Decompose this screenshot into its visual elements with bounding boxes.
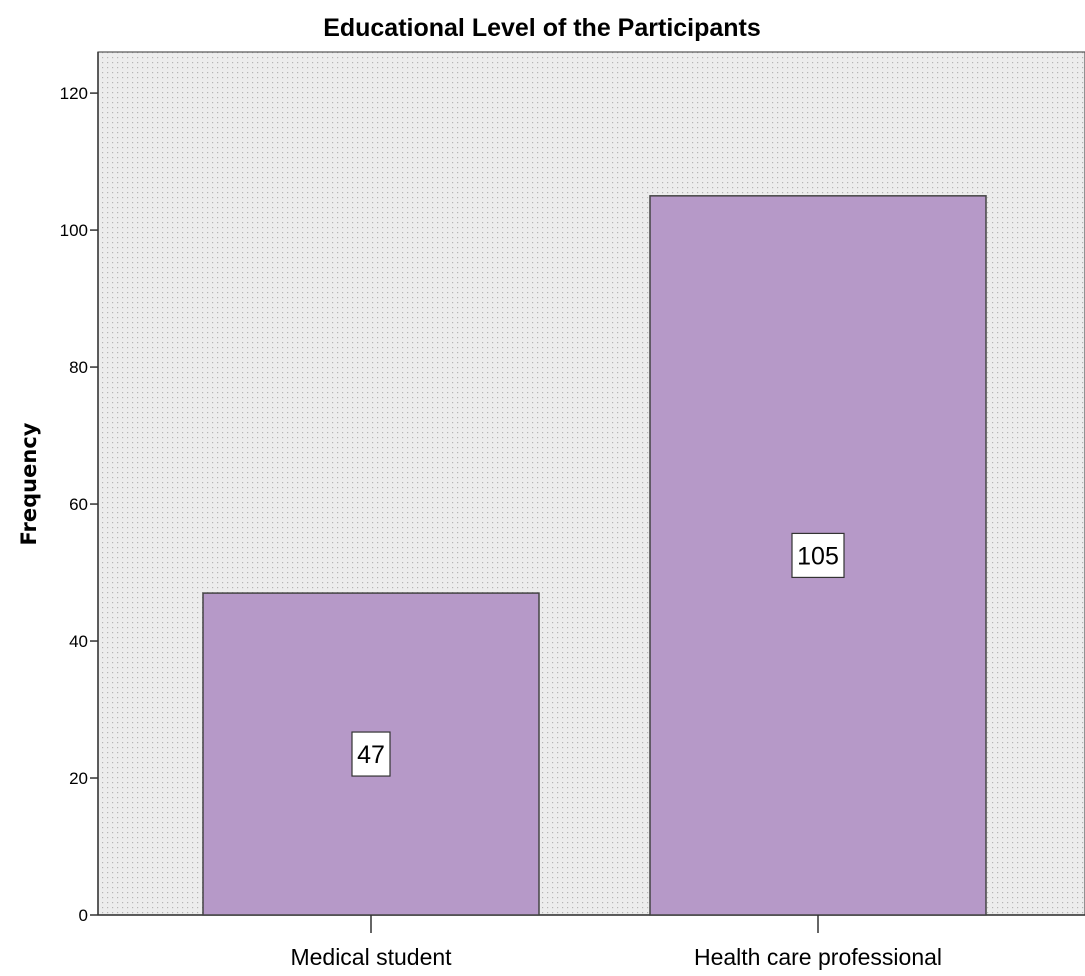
data-label-box [351,731,391,777]
data-label: 47 [357,741,385,769]
y-tick-label: 20 [69,769,88,788]
x-axis-ticks: Medical student Health care professional [290,915,942,970]
y-tick-label: 120 [60,84,88,103]
y-axis-label: Frequency [17,422,41,545]
data-label: 105 [797,542,839,570]
y-tick-label: 60 [69,495,88,514]
x-tick-label: Medical student [290,944,452,970]
y-tick-label: 0 [79,906,88,925]
y-tick-label: 100 [60,221,88,240]
bars: 47 105 [202,195,987,916]
chart-title: Educational Level of the Participants [323,14,761,42]
y-tick-label: 40 [69,632,88,651]
data-label-box [791,532,845,579]
x-tick-label: Health care professional [694,944,942,970]
y-tick-label: 80 [69,358,88,377]
y-axis-ticks: 0 20 40 60 80 100 120 [60,84,98,925]
